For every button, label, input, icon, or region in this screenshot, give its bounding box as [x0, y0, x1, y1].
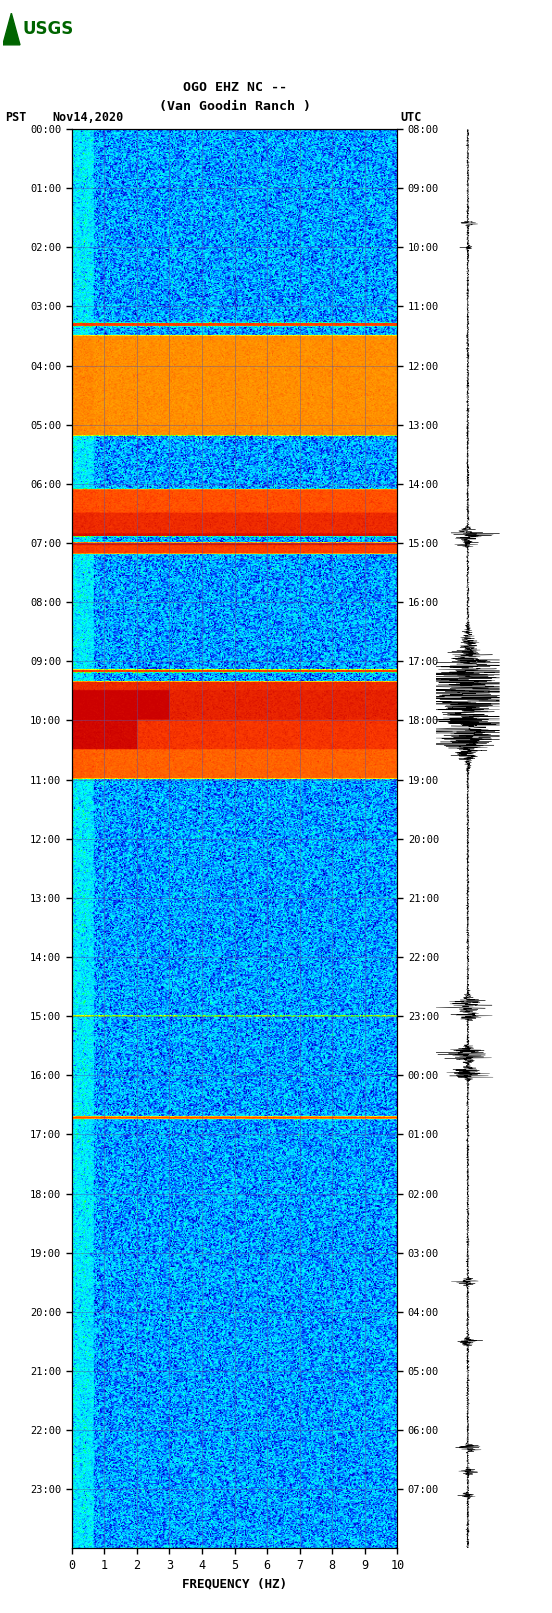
Polygon shape — [3, 13, 20, 45]
Text: UTC: UTC — [400, 111, 422, 124]
X-axis label: FREQUENCY (HZ): FREQUENCY (HZ) — [182, 1578, 287, 1590]
Text: USGS: USGS — [22, 19, 73, 39]
Text: PST: PST — [6, 111, 27, 124]
Text: Nov14,2020: Nov14,2020 — [52, 111, 124, 124]
Text: OGO EHZ NC --: OGO EHZ NC -- — [183, 81, 286, 94]
Text: (Van Goodin Ranch ): (Van Goodin Ranch ) — [158, 100, 311, 113]
